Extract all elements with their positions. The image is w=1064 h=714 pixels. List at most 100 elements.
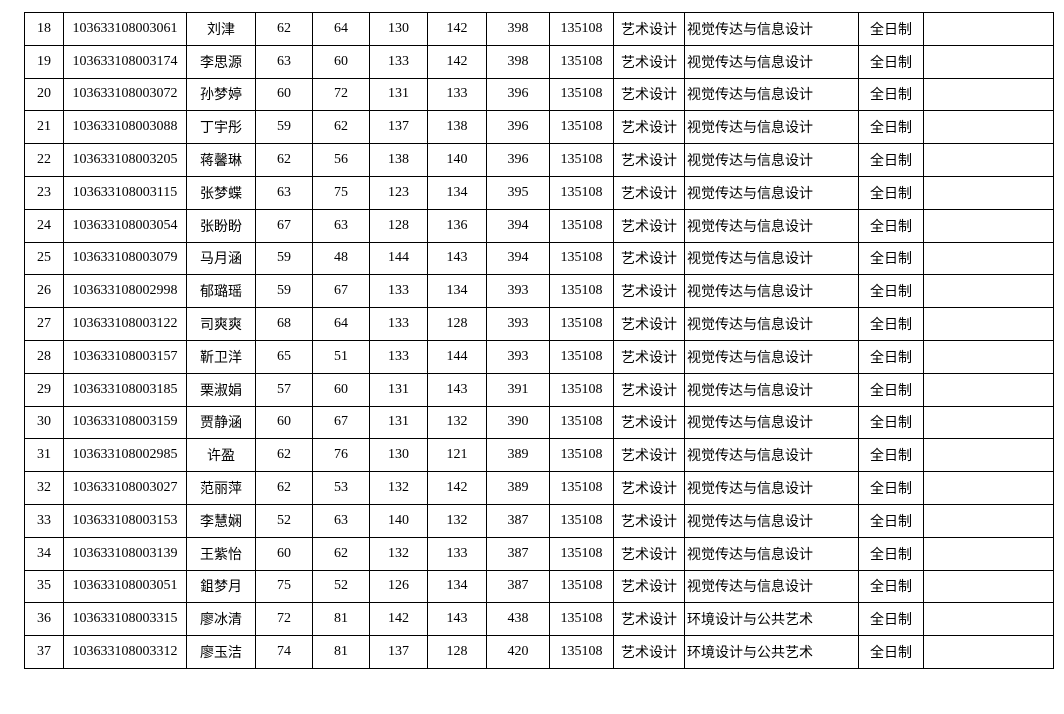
study-mode: 全日制: [858, 569, 924, 604]
remarks: [923, 569, 1054, 604]
research-direction: 视觉传达与信息设计: [684, 339, 859, 374]
student-name: 孙梦婷: [186, 77, 256, 112]
student-name: 廖冰清: [186, 602, 256, 637]
study-mode: 全日制: [858, 77, 924, 112]
student-name: 张梦蝶: [186, 175, 256, 210]
row-number: 19: [24, 44, 64, 79]
score-english: 72: [312, 77, 370, 112]
student-name: 廖玉洁: [186, 635, 256, 669]
study-mode: 全日制: [858, 372, 924, 407]
score-politics: 68: [255, 307, 313, 341]
score-politics: 75: [255, 569, 313, 604]
student-name: 贾静涵: [186, 405, 256, 440]
table-row: 23 103633108003115 张梦蝶 63 75 123 134 395 135108 艺…: [24, 175, 1054, 210]
exam-id: 103633108003153: [63, 503, 187, 538]
score-english: 63: [312, 208, 370, 243]
research-direction: 视觉传达与信息设计: [684, 77, 859, 112]
study-mode: 全日制: [858, 241, 924, 276]
exam-id: 103633108003315: [63, 602, 187, 637]
remarks: [923, 503, 1054, 538]
score-subject1: 131: [369, 405, 428, 440]
remarks: [923, 175, 1054, 210]
exam-id: 103633108003088: [63, 110, 187, 145]
student-name: 蒋馨琳: [186, 143, 256, 177]
score-english: 62: [312, 536, 370, 571]
major-name: 艺术设计: [613, 307, 685, 341]
row-number: 32: [24, 471, 64, 505]
major-name: 艺术设计: [613, 12, 685, 46]
major-code: 135108: [549, 12, 614, 46]
table-row: 35 103633108003051 鉏梦月 75 52 126 134 387 135108 艺…: [24, 569, 1054, 604]
student-name: 范丽萍: [186, 471, 256, 505]
score-english: 60: [312, 372, 370, 407]
row-number: 26: [24, 274, 64, 309]
exam-id: 103633108003122: [63, 307, 187, 341]
major-code: 135108: [549, 241, 614, 276]
study-mode: 全日制: [858, 602, 924, 637]
study-mode: 全日制: [858, 110, 924, 145]
student-name: 李思源: [186, 44, 256, 79]
table-row: 36 103633108003315 廖冰清 72 81 142 143 438 135108 艺…: [24, 602, 1054, 637]
remarks: [923, 241, 1054, 276]
remarks: [923, 110, 1054, 145]
major-code: 135108: [549, 143, 614, 177]
score-english: 64: [312, 307, 370, 341]
score-politics: 74: [255, 635, 313, 669]
major-name: 艺术设计: [613, 602, 685, 637]
study-mode: 全日制: [858, 44, 924, 79]
exam-id: 103633108003079: [63, 241, 187, 276]
row-number: 22: [24, 143, 64, 177]
major-code: 135108: [549, 569, 614, 604]
remarks: [923, 274, 1054, 309]
major-code: 135108: [549, 339, 614, 374]
score-politics: 62: [255, 143, 313, 177]
remarks: [923, 405, 1054, 440]
table-row: 27 103633108003122 司爽爽 68 64 133 128 393 135108 艺…: [24, 307, 1054, 341]
major-name: 艺术设计: [613, 536, 685, 571]
row-number: 24: [24, 208, 64, 243]
exam-id: 103633108003157: [63, 339, 187, 374]
major-code: 135108: [549, 602, 614, 637]
major-name: 艺术设计: [613, 635, 685, 669]
remarks: [923, 471, 1054, 505]
major-name: 艺术设计: [613, 77, 685, 112]
student-name: 靳卫洋: [186, 339, 256, 374]
score-politics: 59: [255, 241, 313, 276]
exam-id: 103633108003159: [63, 405, 187, 440]
score-politics: 59: [255, 274, 313, 309]
exam-id: 103633108003054: [63, 208, 187, 243]
score-politics: 60: [255, 405, 313, 440]
total-score: 389: [486, 438, 550, 473]
student-name: 鉏梦月: [186, 569, 256, 604]
research-direction: 环境设计与公共艺术: [684, 635, 859, 669]
research-direction: 视觉传达与信息设计: [684, 274, 859, 309]
research-direction: 视觉传达与信息设计: [684, 372, 859, 407]
research-direction: 视觉传达与信息设计: [684, 307, 859, 341]
score-politics: 60: [255, 536, 313, 571]
score-subject2: 133: [427, 536, 487, 571]
exam-id: 103633108003205: [63, 143, 187, 177]
score-subject2: 132: [427, 503, 487, 538]
score-subject1: 133: [369, 307, 428, 341]
score-subject2: 143: [427, 372, 487, 407]
score-table: 18 103633108003061 刘津 62 64 130 142 398 135108 艺术…: [24, 12, 1054, 669]
research-direction: 环境设计与公共艺术: [684, 602, 859, 637]
score-subject1: 126: [369, 569, 428, 604]
remarks: [923, 372, 1054, 407]
score-subject2: 128: [427, 307, 487, 341]
research-direction: 视觉传达与信息设计: [684, 438, 859, 473]
total-score: 390: [486, 405, 550, 440]
score-subject1: 123: [369, 175, 428, 210]
remarks: [923, 602, 1054, 637]
table-row: 28 103633108003157 靳卫洋 65 51 133 144 393 135108 艺…: [24, 339, 1054, 374]
score-subject1: 133: [369, 339, 428, 374]
score-english: 60: [312, 44, 370, 79]
research-direction: 视觉传达与信息设计: [684, 241, 859, 276]
score-subject2: 134: [427, 274, 487, 309]
total-score: 398: [486, 12, 550, 46]
research-direction: 视觉传达与信息设计: [684, 44, 859, 79]
score-subject1: 133: [369, 44, 428, 79]
major-name: 艺术设计: [613, 175, 685, 210]
exam-id: 103633108003072: [63, 77, 187, 112]
study-mode: 全日制: [858, 12, 924, 46]
